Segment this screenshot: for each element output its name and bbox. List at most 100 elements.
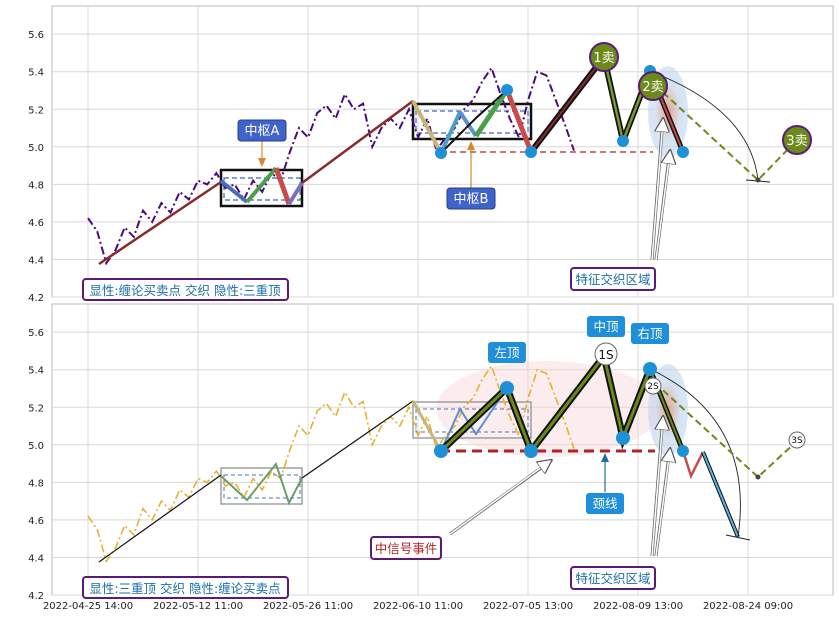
- sell2-label: 2卖: [642, 80, 663, 95]
- zhongshu-b-bold-black: [440, 89, 508, 154]
- bottom-pivot-dot: [616, 431, 630, 445]
- zhongshu-a-inner-box: [223, 177, 301, 201]
- top-pivot-dot: [617, 135, 629, 147]
- y-tick-label: 4.2: [28, 293, 44, 304]
- x-tick-label: 2022-07-05 13:00: [483, 601, 573, 612]
- y-tick-label: 4.2: [28, 591, 44, 602]
- zhongshu-a-label: 中枢A: [245, 124, 280, 139]
- bottom-projection-tick: [725, 534, 751, 541]
- s3-marker: 3S: [788, 431, 806, 449]
- zhongshu-b-zigzag-5: [504, 89, 534, 153]
- x-tick-label: 2022-04-25 14:00: [43, 601, 133, 612]
- neckline-label-box: [586, 493, 624, 514]
- y-tick-label: 5.6: [28, 328, 44, 339]
- zhongshu-b-zigzag-1: [411, 100, 443, 154]
- sell2-marker: 2卖: [638, 71, 668, 101]
- y-tick-label: 5.2: [28, 403, 44, 414]
- zhongshu-b-zigzag-4: [473, 88, 510, 138]
- zhongshu-b-inner-box: [415, 110, 529, 134]
- y-tick-label: 5.4: [28, 366, 44, 377]
- axis-ticks: 4.2 4.4 4.6 4.8 5.0 5.2 5.4 5.6 4.2 4.4 4.6 4.8 5.0 5…: [28, 30, 793, 612]
- y-tick-label: 5.4: [28, 68, 44, 79]
- top-panel: 1卖 2卖 3卖 中枢A 中枢B: [82, 42, 812, 301]
- y-tick-label: 4.8: [28, 478, 44, 489]
- triple-top-ellipse: [436, 361, 660, 457]
- top-stroke-long-1b: [301, 99, 414, 185]
- x-tick-label: 2022-08-09 13:00: [593, 601, 683, 612]
- top-zone-arrow-1-inner: [651, 120, 663, 261]
- s2-marker: 2S: [644, 377, 662, 395]
- zhongshu-b-label: 中枢B: [454, 192, 489, 207]
- y-tick-label: 4.6: [28, 218, 44, 229]
- zhongshu-b-zigzag-2: [439, 111, 462, 154]
- y-tick-label: 5.0: [28, 143, 44, 154]
- zhongshu-b-zigzag-3: [458, 110, 478, 138]
- event-label: 中信号事件: [375, 541, 438, 556]
- top-legend-box: [82, 278, 289, 301]
- bottom-continuation-red: [681, 450, 705, 480]
- right-top-label-box: [631, 323, 669, 344]
- mid-top-label-box: [587, 316, 625, 337]
- bottom-zone-label-box: [570, 566, 656, 590]
- left-top-label-box: [488, 342, 526, 363]
- zhongshu-a-pointer-head: [258, 158, 266, 167]
- sell3-marker: 3卖: [782, 125, 812, 155]
- top-price-line: [87, 65, 575, 266]
- top-pivot-dot: [525, 146, 537, 158]
- bottom-pivot-dot: [500, 381, 514, 395]
- bottom-zhongshu-a-outer-box: [220, 467, 303, 505]
- bottom-zone-label: 特征交织区域: [575, 571, 650, 586]
- left-top-label: 左顶: [494, 345, 520, 360]
- y-tick-label: 4.6: [28, 516, 44, 527]
- x-tick-label: 2022-05-26 11:00: [263, 601, 353, 612]
- top-zone-label: 特征交织区域: [575, 272, 650, 287]
- s2-label: 2S: [647, 382, 659, 392]
- bottom-zhongshu-a-inner-box: [223, 474, 301, 499]
- event-label-box: [370, 536, 442, 560]
- bottom-pivot-dot: [643, 362, 657, 376]
- top-projection-arc: [651, 71, 759, 181]
- top-stroke-long-1: [98, 180, 222, 266]
- y-tick-label: 5.6: [28, 30, 44, 41]
- bottom-projection-dashed: [654, 382, 798, 479]
- bottom-stroke-long-1: [98, 474, 222, 563]
- bottom-pivot-dot: [524, 444, 538, 458]
- y-tick-label: 5.0: [28, 441, 44, 452]
- bottom-zhongshu-a-zigzag: [220, 461, 303, 506]
- bottom-price-line: [87, 364, 575, 564]
- bottom-projection-point: [755, 474, 761, 480]
- bottom-legend-text: 显性:三重顶 交织 隐性:缠论买卖点: [89, 581, 280, 596]
- s1-label: 1S: [598, 348, 613, 362]
- bottom-zone-arrow-1-inner: [651, 418, 663, 557]
- zhongshu-b-pointer-head: [467, 141, 475, 150]
- zhongshu-a-label-box: [237, 119, 287, 142]
- s3-label: 3S: [791, 436, 803, 446]
- right-top-label: 右顶: [637, 326, 663, 341]
- y-tick-label: 4.4: [28, 553, 44, 564]
- top-legend-text: 显性:缠论买卖点 交织 隐性:三重顶: [89, 283, 281, 298]
- bottom-zhongshu-b-inner-box: [415, 408, 529, 433]
- top-zone-arrow-2-inner: [655, 152, 670, 261]
- zhongshu-a-outer-box: [219, 168, 304, 208]
- x-tick-label: 2022-08-24 09:00: [703, 601, 793, 612]
- grid-lines: [52, 6, 833, 596]
- top-projection-point: [755, 177, 761, 183]
- x-tick-label: 2022-06-10 11:00: [373, 601, 463, 612]
- y-tick-label: 4.8: [28, 180, 44, 191]
- bottom-legend-box: [82, 576, 289, 599]
- bottom-pivot-dot: [434, 444, 448, 458]
- sell1-marker: 1卖: [589, 42, 619, 72]
- bottom-zhongshu-b-tan: [411, 400, 443, 452]
- zhongshu-a-zigzag-4: [287, 181, 304, 206]
- bottom-panel: 1S 2S 3S 左顶 中顶 右顶 颈线: [82, 316, 806, 599]
- bottom-continuation-down-inner: [702, 451, 739, 538]
- top-pivot-dot: [501, 84, 513, 96]
- zhongshu-a-zigzag-2: [245, 166, 278, 204]
- zhongshu-a-zigzag-1: [219, 179, 249, 204]
- top-pivot-dot: [677, 146, 689, 158]
- event-arrow-inner: [449, 461, 550, 535]
- sell1-label: 1卖: [593, 51, 614, 66]
- zhongshu-b-label-box: [446, 187, 496, 210]
- neckline-pointer-head: [601, 453, 609, 462]
